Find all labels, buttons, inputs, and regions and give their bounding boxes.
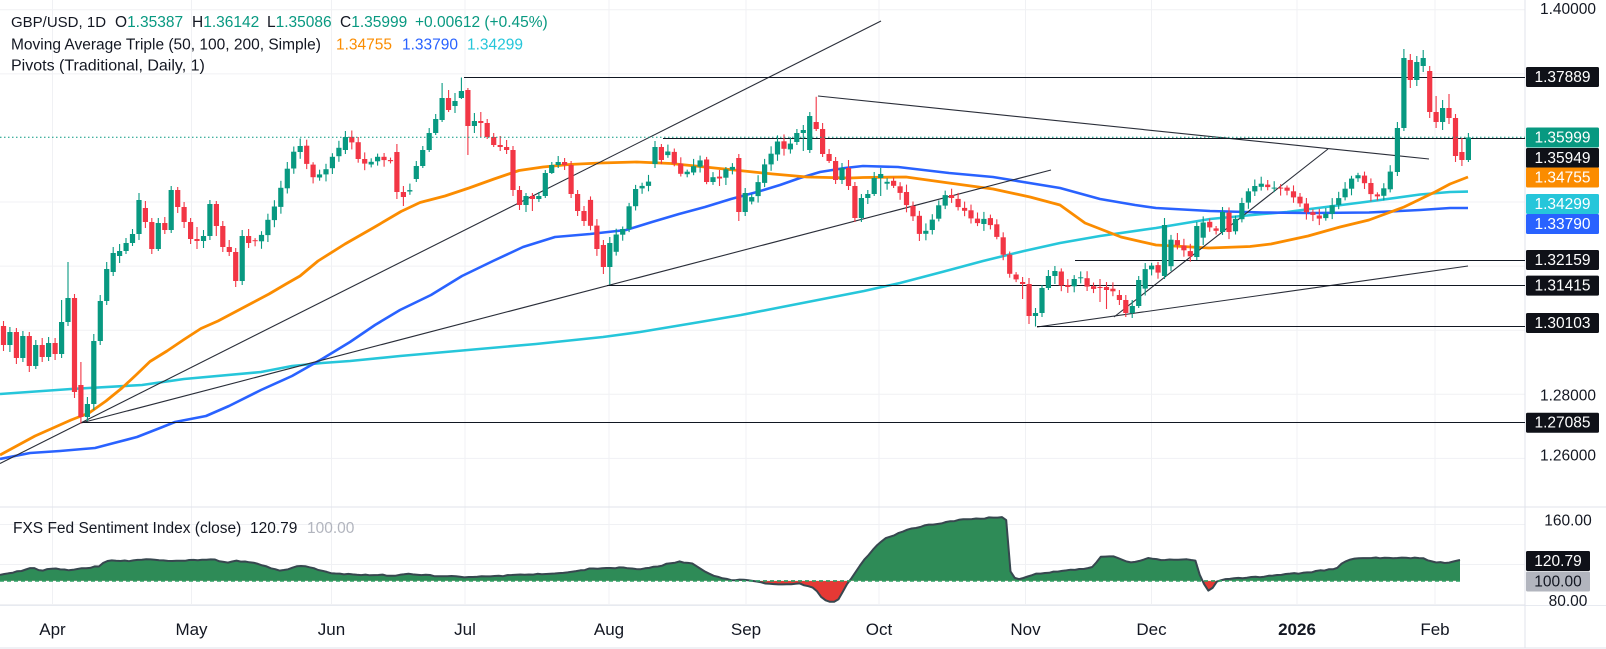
svg-text:Oct: Oct [866,620,893,639]
svg-text:100.00: 100.00 [307,520,355,537]
svg-text:1.40000: 1.40000 [1540,1,1596,18]
svg-text:1.37889: 1.37889 [1534,69,1590,86]
svg-text:120.79: 120.79 [250,520,297,537]
svg-text:FXS Fed Sentiment Index (close: FXS Fed Sentiment Index (close) [13,520,241,537]
svg-text:1.27085: 1.27085 [1534,415,1590,432]
svg-text:Jun: Jun [318,620,345,639]
svg-text:2026: 2026 [1278,620,1316,639]
svg-text:+0.00612 (+0.45%): +0.00612 (+0.45%) [415,14,548,31]
svg-text:Moving Average Triple (50, 100: Moving Average Triple (50, 100, 200, Sim… [11,37,321,54]
svg-text:Pivots (Traditional, Daily, 1): Pivots (Traditional, Daily, 1) [11,58,205,75]
svg-text:Sep: Sep [731,620,761,639]
svg-text:L1.35086: L1.35086 [267,14,332,31]
svg-text:1.34299: 1.34299 [1534,196,1590,213]
svg-text:H1.36142: H1.36142 [192,14,259,31]
svg-text:GBP/USD, 1D: GBP/USD, 1D [11,14,106,31]
svg-text:1.28000: 1.28000 [1540,388,1596,405]
svg-text:1.26000: 1.26000 [1540,448,1596,465]
svg-text:O1.35387: O1.35387 [115,14,183,31]
svg-text:1.33790: 1.33790 [1534,216,1590,233]
svg-text:1.34299: 1.34299 [467,37,523,54]
svg-text:100.00: 100.00 [1534,574,1582,591]
svg-text:Feb: Feb [1420,620,1449,639]
svg-text:1.34755: 1.34755 [336,37,392,54]
svg-text:May: May [175,620,208,639]
svg-text:1.30103: 1.30103 [1534,315,1590,332]
svg-text:Dec: Dec [1136,620,1167,639]
svg-text:Aug: Aug [594,620,624,639]
svg-text:1.31415: 1.31415 [1534,278,1590,295]
svg-text:Nov: Nov [1010,620,1041,639]
svg-text:1.35949: 1.35949 [1534,150,1590,167]
svg-text:160.00: 160.00 [1544,513,1592,530]
svg-text:1.33790: 1.33790 [402,37,458,54]
svg-text:80.00: 80.00 [1549,593,1588,610]
svg-text:1.32159: 1.32159 [1534,252,1590,269]
svg-text:1.34755: 1.34755 [1534,170,1590,187]
svg-text:Apr: Apr [39,620,66,639]
svg-text:120.79: 120.79 [1534,553,1581,570]
svg-text:1.35999: 1.35999 [1534,130,1590,147]
svg-text:Jul: Jul [454,620,476,639]
svg-text:C1.35999: C1.35999 [340,14,407,31]
